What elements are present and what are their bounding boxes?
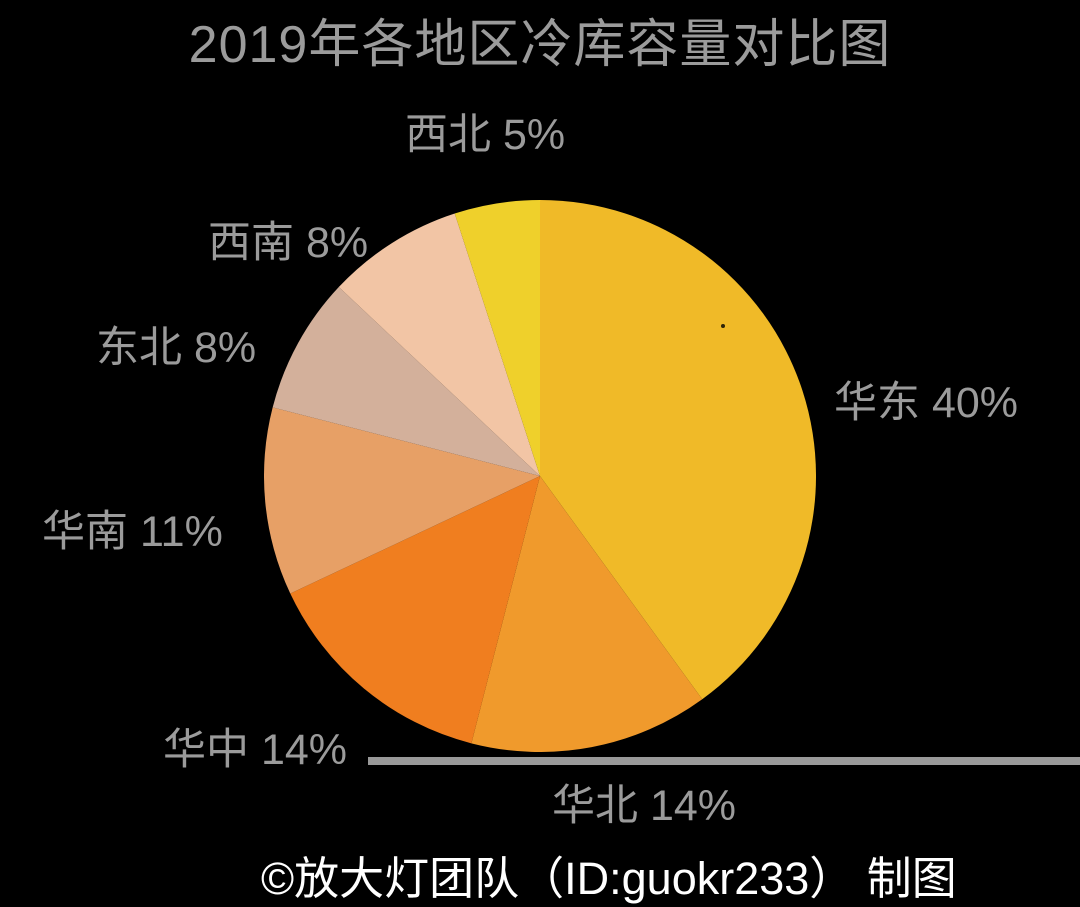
slice-label-xibei: 西北 5% [405, 111, 566, 159]
pie-chart [263, 200, 817, 753]
divider-line [368, 757, 1080, 765]
pie-slice-xibei [454, 200, 540, 476]
pie-slice-huazhong [290, 476, 540, 744]
pie-slice-dongbei [272, 287, 540, 476]
slice-label-xinan: 西南 8% [208, 219, 369, 267]
pie-slice-xinan [338, 213, 540, 476]
slice-label-dongbei: 东北 8% [96, 324, 257, 372]
credit-text: ©放大灯团队（ID:guokr233） 制图 [261, 853, 957, 904]
pie-slice-huabei [471, 476, 703, 753]
page-title: 2019年各地区冷库容量对比图 [188, 16, 892, 74]
slice-label-huadong: 华东 40% [834, 379, 1019, 427]
slice-label-huanan: 华南 11% [42, 508, 223, 556]
pie-slice-huanan [263, 407, 540, 594]
pie-slice-huadong [540, 200, 817, 700]
slice-label-huabei: 华北 14% [552, 782, 737, 830]
slice-label-huazhong: 华中 14% [163, 726, 348, 774]
speck-artifact [721, 324, 725, 328]
pie-svg [263, 200, 817, 753]
